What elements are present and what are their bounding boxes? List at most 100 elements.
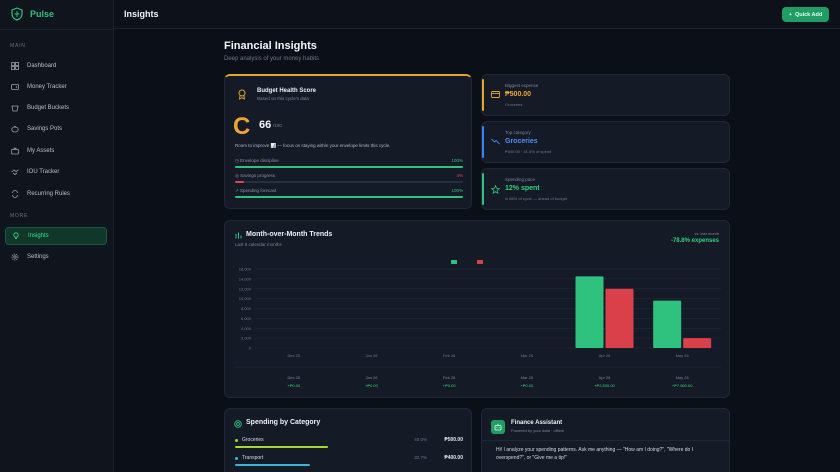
health-tip: Room to improve 📊 — focus on staying wit… — [235, 143, 391, 148]
x-tick-label: Mar 26 — [521, 353, 534, 358]
bulb-icon — [12, 232, 20, 240]
metric-pct: 4% — [456, 173, 463, 178]
metric-label: ◷ Envelope discipline — [235, 158, 279, 163]
month-summary-net: +₱0.00 — [520, 383, 534, 388]
sidebar-item-my-assets[interactable]: My Assets — [5, 142, 107, 160]
bar-chart-icon — [235, 232, 242, 241]
x-tick-label: Apr 26 — [599, 353, 612, 358]
stat-value: ₱500.00 — [505, 91, 532, 98]
sidebar-item-insights[interactable]: Insights — [5, 227, 107, 245]
sidebar-item-dashboard[interactable]: Dashboard — [5, 57, 107, 75]
y-tick-label: 14,000 — [239, 276, 252, 281]
y-tick-label: 6,000 — [241, 316, 252, 321]
health-grade: C — [233, 113, 251, 140]
trends-change: -78.8% expenses — [670, 238, 719, 244]
stat-biggest-expense: Biggest expense ₱500.00 Groceries — [481, 74, 730, 116]
sidebar-item-label: Dashboard — [27, 63, 57, 69]
month-summary: May 26 +₱7,560.00 — [652, 375, 712, 388]
sidebar-item-label: Insights — [28, 233, 49, 239]
stat-spending-pace: Spending pace 12% spent in 86% of cycle … — [481, 168, 730, 210]
month-summary-net: +₱0.00 — [365, 383, 378, 388]
sidebar-item-label: Money Tracker — [27, 84, 67, 90]
quick-add-button[interactable]: + Quick Add — [782, 7, 829, 22]
sidebar-item-budget-buckets[interactable]: Budget Buckets — [5, 99, 107, 117]
metric-pct: 100% — [451, 188, 463, 193]
category-name: Groceries — [242, 437, 264, 443]
stat-label: Spending pace — [505, 177, 536, 182]
category-amount: ₱500.00 — [444, 437, 463, 443]
category-pct: 40.0% — [414, 437, 427, 442]
shield-logo-icon — [10, 7, 24, 21]
spending-by-category-card: Spending by Category Groceries 40.0% ₱50… — [224, 408, 472, 472]
metric-bar-fill — [235, 166, 463, 168]
plus-icon: + — [788, 11, 792, 18]
quick-add-label: Quick Add — [794, 11, 823, 18]
x-tick-label: Jan 26 — [365, 353, 378, 358]
sidebar-item-recurring-rules[interactable]: Recurring Rules — [5, 185, 107, 203]
month-summary: Dec 25 +₱0.00 — [264, 375, 324, 388]
stat-label: Top category — [505, 130, 531, 135]
metric-bar-fill — [235, 196, 463, 198]
topbar: Insights + Quick Add — [114, 0, 840, 29]
stat-top-category: Top category Groceries ₱500.00 · 41.0% o… — [481, 121, 730, 163]
month-summary-label: Feb 26 — [442, 375, 456, 380]
metric-bar-fill — [235, 181, 245, 183]
card-icon — [491, 91, 500, 100]
month-summary-net: +₱7,560.00 — [671, 383, 693, 388]
category-dot — [235, 456, 238, 460]
finance-assistant-card: Finance Assistant Powered by your data ·… — [481, 408, 730, 472]
month-summary-net: +₱0.00 — [287, 383, 301, 388]
sidebar-item-settings[interactable]: Settings — [5, 248, 107, 266]
insights-subheading: Deep analysis of your money habits — [224, 56, 320, 62]
metric-label: ↗ Spending forecast — [235, 188, 277, 193]
category-bar — [235, 446, 329, 448]
metric-bar — [235, 181, 463, 183]
month-summary-label: Apr 26 — [598, 375, 611, 380]
stat-accent — [482, 173, 484, 205]
trends-subtitle: Last 6 calendar months — [235, 242, 282, 247]
legend-swatch — [477, 260, 483, 264]
health-score-max: /100 — [273, 123, 282, 128]
target-icon — [234, 420, 242, 430]
brand[interactable]: Pulse — [10, 7, 54, 21]
y-tick-label: 4,000 — [241, 326, 252, 331]
category-bar — [235, 464, 311, 466]
month-summary-label: Mar 26 — [520, 375, 534, 380]
app-name: Pulse — [30, 9, 55, 19]
metric-label: ◎ Savings progress — [235, 173, 275, 178]
metric-pct: 100% — [451, 158, 463, 163]
metric-spending-forecast: ↗ Spending forecast 100% — [235, 188, 463, 198]
y-tick-label: 16,000 — [239, 267, 252, 272]
category-row: Transport 32.7% ₱400.00 — [235, 455, 463, 466]
category-title: Spending by Category — [246, 419, 321, 426]
metric-savings-progress: ◎ Savings progress 4% — [235, 173, 463, 183]
page-title: Insights — [124, 9, 159, 19]
month-summary-net: +₱0.00 — [442, 383, 456, 388]
sidebar-item-label: IOU Tracker — [27, 169, 60, 175]
trends-card: Month-over-Month Trends Last 6 calendar … — [224, 220, 730, 398]
chart-bar — [605, 288, 634, 348]
stat-value: 12% spent — [505, 185, 540, 192]
stat-sub: ₱500.00 · 41.0% of spend — [505, 149, 552, 154]
x-tick-label: Feb 26 — [443, 353, 456, 358]
sidebar-item-money-tracker[interactable]: Money Tracker — [5, 78, 107, 96]
sidebar-item-iou-tracker[interactable]: IOU Tracker — [5, 163, 107, 181]
handshake-icon — [11, 168, 19, 176]
sidebar-item-label: Recurring Rules — [27, 191, 71, 197]
sidebar: Pulse MAIN Dashboard Money Tracker Budge… — [0, 0, 114, 472]
budget-health-card: Budget Health Score Based on this cycle'… — [224, 74, 472, 209]
sidebar-item-savings-pots[interactable]: Savings Pots — [5, 120, 107, 138]
chart-bar — [575, 276, 604, 348]
sidebar-divider — [0, 29, 113, 30]
section-more-label: MORE — [10, 213, 29, 219]
assistant-message[interactable]: Hi! I analyze your spending patterns. As… — [496, 447, 694, 461]
stat-value: Groceries — [505, 138, 538, 145]
month-summary-label: Jan 26 — [365, 375, 378, 380]
stat-sub: Groceries — [505, 102, 523, 107]
assistant-subtitle: Powered by your data · offline — [511, 428, 565, 433]
trend-down-icon — [491, 138, 500, 147]
stat-accent — [482, 79, 484, 111]
x-tick-label: May 26 — [676, 353, 690, 358]
stat-label: Biggest expense — [505, 83, 539, 88]
month-summary: Mar 26 +₱0.00 — [497, 375, 557, 388]
